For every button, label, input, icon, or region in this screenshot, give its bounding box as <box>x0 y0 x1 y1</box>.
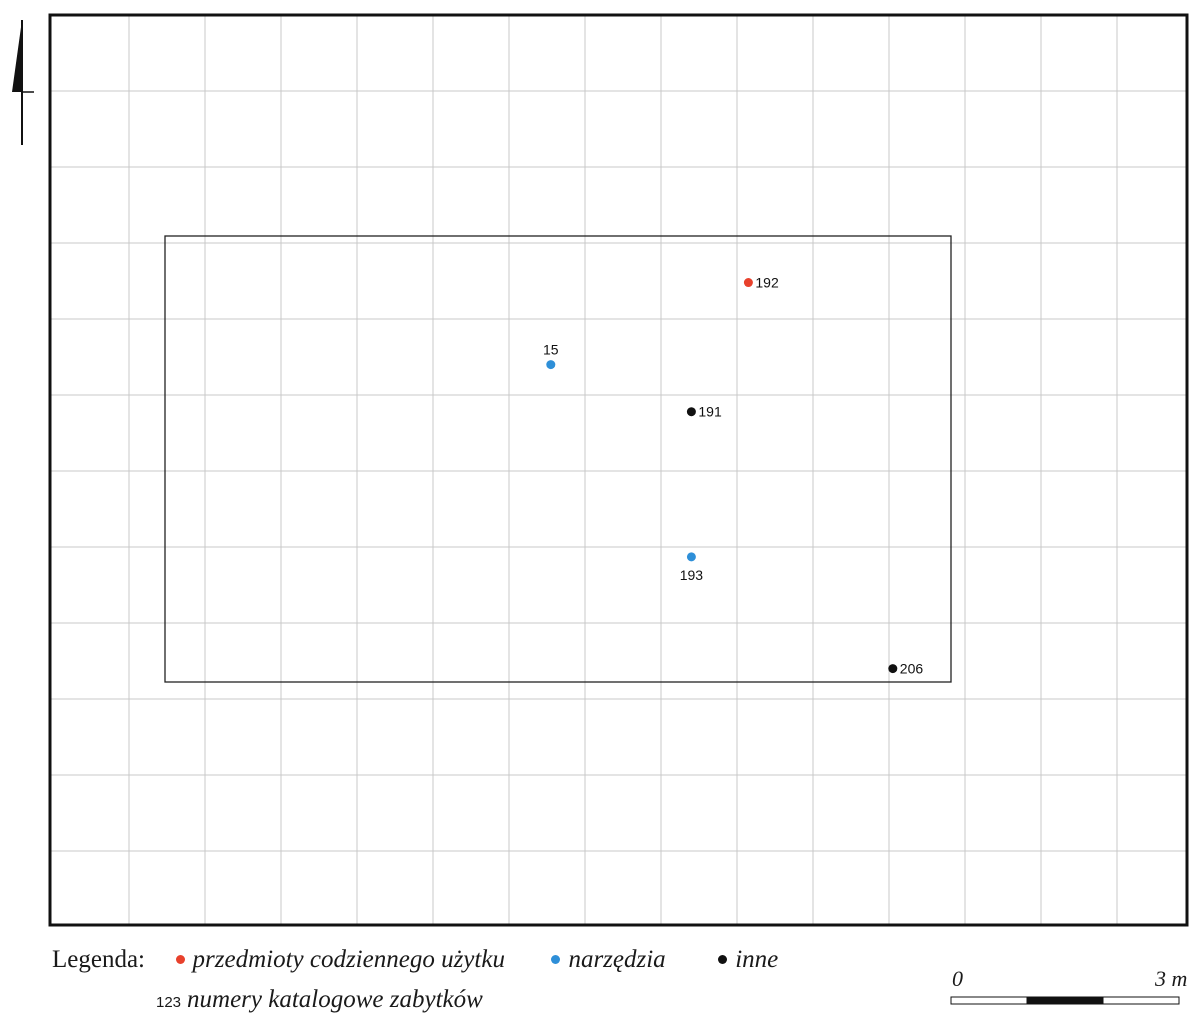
find-206: 206 <box>888 661 923 677</box>
find-marker-15 <box>546 360 556 370</box>
find-193: 193 <box>680 552 704 583</box>
finds-layer: 192 15 191 193 206 <box>543 275 923 677</box>
find-15: 15 <box>543 342 559 370</box>
scale-start-label: 0 <box>952 966 963 991</box>
legend-item-inne-label: inne <box>735 946 779 973</box>
find-label-193: 193 <box>680 567 704 583</box>
red-dot-icon <box>175 954 185 964</box>
scale-bar-graphic <box>950 996 1180 1005</box>
map-grid <box>50 15 1187 925</box>
find-marker-192 <box>743 278 753 288</box>
legend-item-narzedzia-label: narzędzia <box>568 946 666 973</box>
find-label-15: 15 <box>543 342 559 358</box>
site-plan-map: 192 15 191 193 206 <box>12 13 1189 927</box>
north-arrow-icon <box>12 20 34 145</box>
legend-item-codzienne: przedmioty codziennego użytku <box>175 946 512 973</box>
catalog-number-label: numery katalogowe zabytków <box>187 986 483 1013</box>
find-191: 191 <box>686 404 722 420</box>
black-dot-icon <box>718 954 728 964</box>
legend-item-inne: inne <box>718 946 778 973</box>
find-marker-193 <box>686 552 696 562</box>
find-marker-206 <box>888 664 898 674</box>
catalog-number-sample: 123 <box>156 994 182 1011</box>
legend-line-2: 123 numery katalogowe zabytków <box>156 986 483 1014</box>
legend-item-narzedzia: narzędzia <box>551 946 671 973</box>
map-frame <box>48 13 1189 927</box>
find-192: 192 <box>743 275 779 291</box>
find-label-192: 192 <box>755 275 779 291</box>
find-label-191: 191 <box>698 404 722 420</box>
legend-item-codzienne-label: przedmioty codziennego użytku <box>192 946 505 973</box>
legend-line-1: Legenda: przedmioty codziennego użytku n… <box>52 946 778 974</box>
scale-end-label: 3 m <box>1155 966 1188 991</box>
legend-title: Legenda: <box>52 946 146 973</box>
find-label-206: 206 <box>900 661 924 677</box>
blue-dot-icon <box>551 954 561 964</box>
find-marker-191 <box>686 407 696 417</box>
excavation-trench-outline <box>164 235 952 683</box>
